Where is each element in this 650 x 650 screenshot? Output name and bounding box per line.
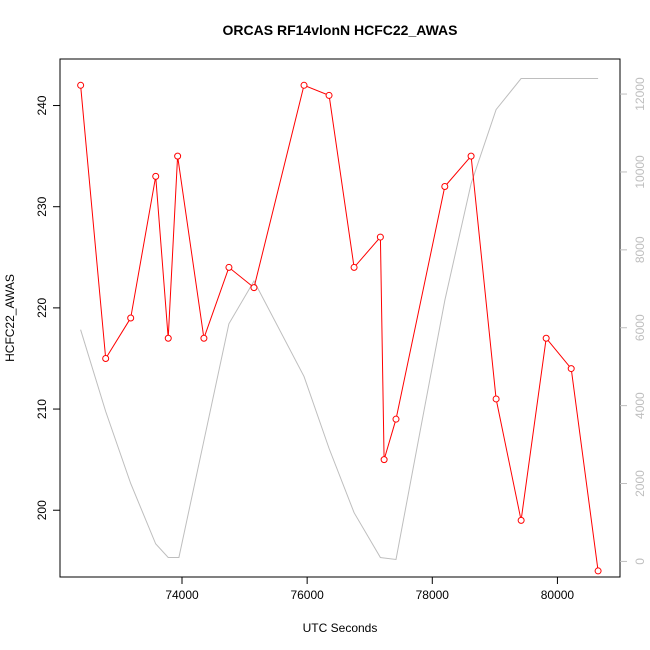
data-point [467,152,475,160]
data-point [77,81,85,89]
data-point [441,182,449,190]
data-point [225,263,233,271]
data-point [567,365,575,373]
y2-tick-label: 12000 [633,77,647,111]
y2-tick-label: 10000 [633,155,647,189]
y2-tick-label: 4000 [633,392,647,419]
data-point [542,334,550,342]
axis-layer: 74000 76000 78000 80000 200 210 220 230 240 0 2000… [35,77,647,602]
x-tick-label: 80000 [541,588,575,602]
data-point [380,456,388,464]
data-point [200,334,208,342]
y2-tick-label: 6000 [633,314,647,341]
data-point [392,415,400,423]
y2-tick-label: 8000 [633,236,647,263]
chart-title: ORCAS RF14vlonN HCFC22_AWAS [223,22,458,38]
altitude-series-line [80,78,599,561]
y2-tick-label: 0 [633,558,647,565]
data-point [325,91,333,99]
x-tick-label: 74000 [165,588,199,602]
y-tick-label: 200 [35,500,49,520]
data-point [174,152,182,160]
data-point [152,172,160,180]
y-tick-label: 210 [35,399,49,419]
x-tick-label: 76000 [290,588,324,602]
data-point [517,516,525,524]
hcfc22-series-line [80,84,599,571]
plot-frame [59,58,621,578]
y-tick-label: 220 [35,298,49,318]
y-tick-label: 240 [35,95,49,115]
y-axis-label: HCFC22_AWAS [3,274,17,362]
y2-tick-label: 2000 [633,470,647,497]
x-axis-label: UTC Seconds [303,621,378,635]
series-layer [77,78,602,575]
data-point [376,233,384,241]
y-tick-label: 230 [35,196,49,216]
x-tick-label: 78000 [416,588,450,602]
data-point [350,263,358,271]
data-point [492,395,500,403]
data-point [300,81,308,89]
data-point [594,567,602,575]
data-point [102,354,110,362]
data-point [127,314,135,322]
data-point [164,334,172,342]
data-point [250,284,258,292]
